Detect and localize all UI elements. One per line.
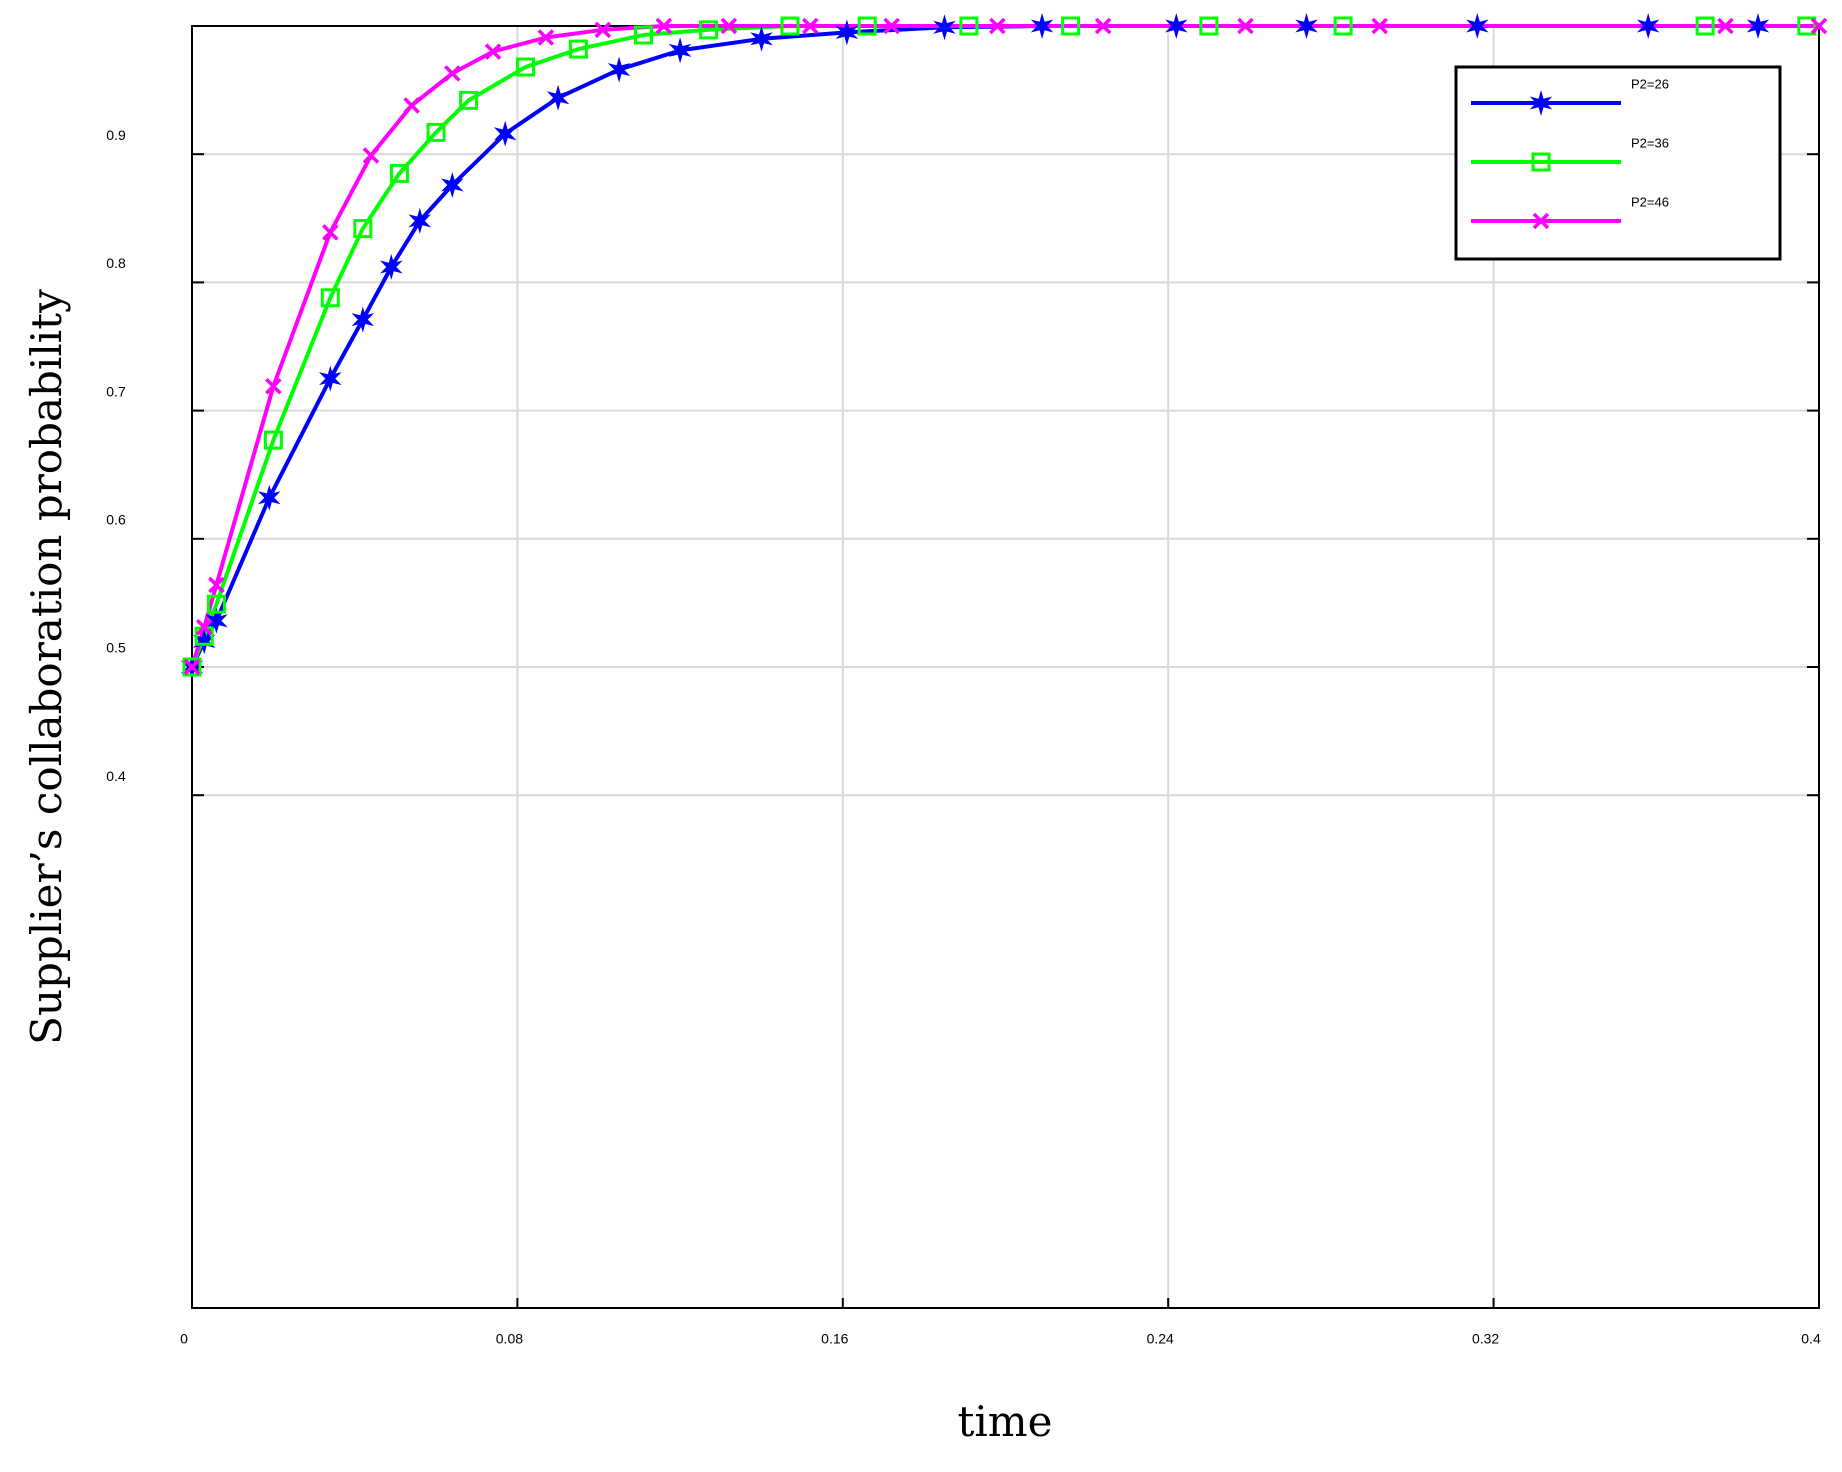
marker [403,97,420,114]
marker [380,254,403,280]
marker [353,219,373,239]
y-axis-label: Supplier’s collaboration probability [22,289,71,1045]
marker [537,29,555,46]
marker [1531,152,1551,172]
marker [265,378,282,395]
x-tick-label: 0.32 [1472,1331,1499,1347]
marker [835,19,859,46]
marker [408,207,431,234]
y-tick-label: 0.5 [106,640,126,656]
marker [493,120,517,147]
legend: P2=26 P2=36 P2=46 [1454,65,1782,261]
marker [195,619,213,636]
marker [441,172,464,198]
y-tick-label: 0.9 [106,127,126,143]
marker [594,21,612,39]
marker [459,90,479,110]
marker [568,39,588,59]
marker [183,658,201,676]
marker [192,628,216,655]
marker [205,607,228,634]
y-tick-label: 0.7 [106,383,126,399]
marker [1797,16,1817,36]
x-tick-label: 0.08 [496,1331,523,1347]
marker [444,65,461,82]
legend-label: P2=26 [1631,76,1669,91]
x-axis-label: time [958,1397,1053,1446]
legend-label: P2=46 [1631,194,1669,209]
marker [633,25,653,45]
marker [258,484,281,511]
marker [1717,17,1734,35]
marker [1165,13,1188,39]
marker [607,56,631,83]
marker [857,16,877,36]
marker [320,288,340,308]
marker [1371,17,1388,35]
y-tick-label: 0.6 [106,512,126,528]
marker [1529,90,1553,116]
marker [959,16,979,36]
marker [351,306,375,333]
marker [989,17,1006,35]
marker [780,16,800,36]
marker [516,57,536,77]
marker [208,576,225,594]
marker [322,224,339,241]
marker [362,147,380,164]
legend-label: P2=36 [1631,135,1669,150]
marker [182,657,202,677]
marker [389,163,409,183]
marker [883,17,900,35]
x-tick-label: 0.16 [821,1331,848,1347]
marker [263,430,283,450]
marker [668,37,692,64]
marker [319,365,342,392]
marker [1030,13,1054,39]
y-tick-label: 0.4 [106,768,126,784]
marker [206,594,226,614]
x-tick-label: 0.24 [1147,1331,1174,1347]
marker [1636,13,1660,39]
marker [1810,17,1828,35]
marker [1695,16,1715,36]
marker [802,17,819,35]
marker [484,43,502,60]
marker [1237,17,1254,35]
x-tick-label: 0.4 [1801,1331,1821,1347]
marker [655,17,673,35]
marker [1333,16,1353,36]
marker [1746,13,1770,39]
x-tick-label: 0 [180,1331,188,1347]
marker [699,20,719,40]
marker [1466,13,1489,39]
marker [1295,13,1318,39]
marker [933,14,956,41]
marker [1532,212,1550,230]
marker [1061,16,1081,36]
marker [426,122,446,142]
marker [1094,17,1112,35]
marker [546,84,570,111]
marker [720,17,738,35]
marker [750,25,773,52]
y-tick-label: 0.8 [106,255,126,271]
marker [1199,16,1219,36]
